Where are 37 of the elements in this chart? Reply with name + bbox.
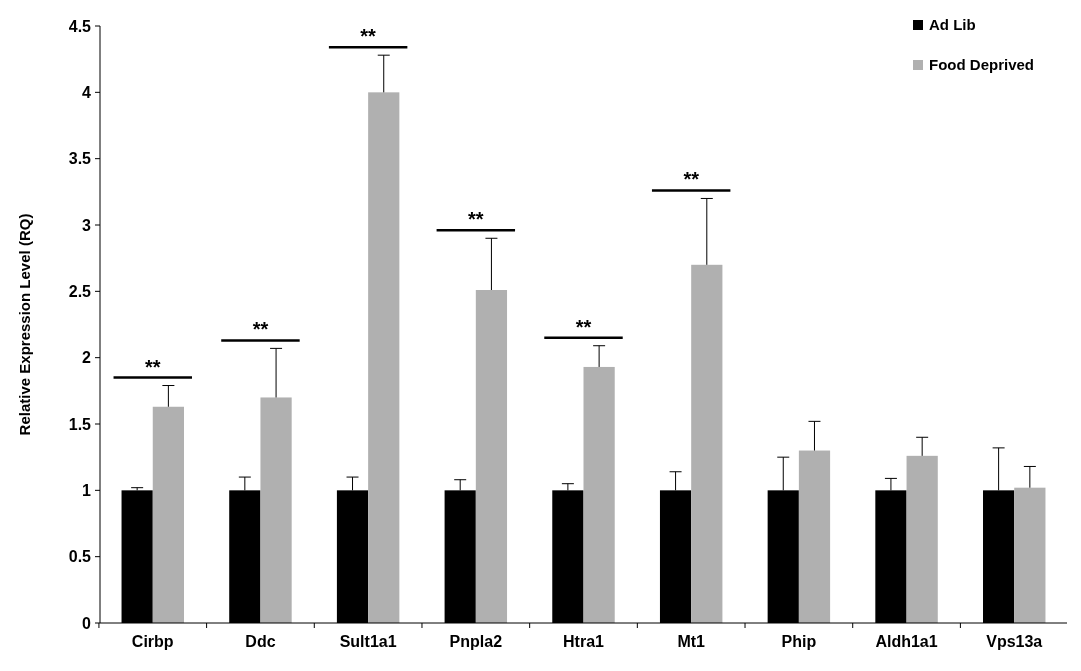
- annotation: **: [144, 355, 161, 378]
- y-tick-label: 2.5: [68, 282, 92, 300]
- x-tick-label: Aldh1a1: [875, 633, 938, 650]
- x-tick-label: Cirbp: [131, 633, 174, 650]
- bar: [152, 406, 184, 623]
- bar: [583, 366, 615, 623]
- x-tick-label: Phip: [781, 633, 817, 650]
- y-tick-label: 1.5: [68, 415, 92, 433]
- annotation: **: [468, 208, 484, 231]
- x-tick-label: Vps13a: [986, 633, 1043, 650]
- annotation: **: [360, 25, 377, 48]
- bar: [475, 290, 508, 623]
- annotation: **: [575, 315, 592, 338]
- x-tick-label: Ddc: [245, 633, 276, 650]
- x-tick-label: Htra1: [563, 633, 605, 650]
- bar: [691, 264, 723, 623]
- y-tick-label: 3.5: [68, 150, 92, 168]
- bar: [260, 397, 292, 623]
- annotation: **: [252, 318, 269, 341]
- legend-label: Ad Lib: [929, 16, 976, 34]
- y-tick-label: 0.5: [68, 548, 92, 566]
- x-tick-label: Sult1a1: [339, 633, 397, 650]
- bar: [906, 455, 938, 623]
- y-tick-label: 1: [82, 481, 92, 499]
- y-tick-label: 3: [82, 216, 92, 234]
- y-tick-label: 4.5: [68, 17, 92, 35]
- y-axis-title: Relative Expression Level (RQ): [16, 213, 33, 436]
- bar: [798, 450, 831, 623]
- bar: [368, 92, 400, 623]
- y-tick-label: 4: [82, 83, 92, 101]
- y-tick-label: 2: [82, 349, 92, 367]
- annotation: **: [683, 168, 700, 191]
- x-tick-label: Mt1: [677, 633, 706, 650]
- legend-label: Food Deprived: [929, 56, 1035, 74]
- x-tick-label: Pnpla2: [449, 633, 503, 650]
- y-tick-label: 0: [82, 614, 92, 632]
- bar: [1014, 487, 1046, 623]
